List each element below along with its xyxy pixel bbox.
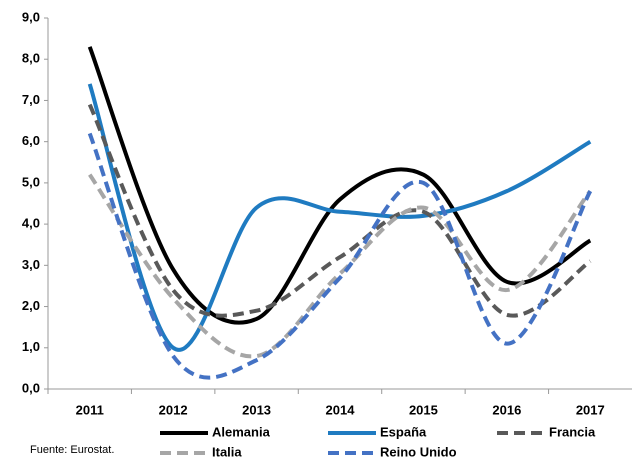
y-tick-label: 3,0 bbox=[22, 257, 40, 272]
y-tick-label: 1,0 bbox=[22, 339, 40, 354]
series-line bbox=[87, 46, 592, 325]
legend-label: España bbox=[380, 424, 427, 439]
series-line bbox=[87, 132, 593, 380]
y-tick-label: 2,0 bbox=[22, 298, 40, 313]
legend-label: Italia bbox=[212, 444, 242, 459]
series-line bbox=[87, 83, 592, 352]
series-line bbox=[88, 173, 592, 359]
x-tick-label: 2013 bbox=[242, 402, 271, 417]
x-tick-label: 2016 bbox=[492, 402, 521, 417]
y-tick-label: 8,0 bbox=[22, 51, 40, 66]
y-tick-label: 7,0 bbox=[22, 92, 40, 107]
legend-label: Francia bbox=[549, 424, 596, 439]
x-tick-label: 2017 bbox=[576, 402, 605, 417]
y-tick-label: 6,0 bbox=[22, 133, 40, 148]
x-tick-label: 2012 bbox=[159, 402, 188, 417]
y-tick-label: 5,0 bbox=[22, 174, 40, 189]
legend-label: Alemania bbox=[212, 424, 271, 439]
y-tick-label: 4,0 bbox=[22, 216, 40, 231]
x-tick-label: 2015 bbox=[409, 402, 438, 417]
x-tick-label: 2014 bbox=[326, 402, 356, 417]
y-tick-label: 0,0 bbox=[22, 380, 40, 395]
legend-label: Reino Unido bbox=[380, 444, 457, 459]
y-tick-label: 9,0 bbox=[22, 9, 40, 24]
source-note: Fuente: Eurostat. bbox=[30, 444, 114, 456]
x-tick-label: 2011 bbox=[76, 402, 104, 417]
series-line bbox=[87, 103, 592, 318]
